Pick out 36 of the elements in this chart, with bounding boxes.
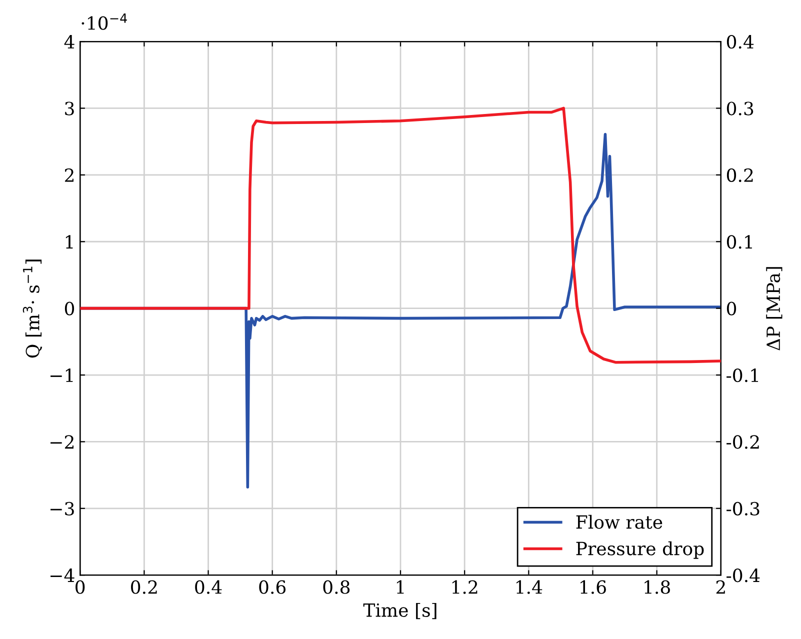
- y2-tick-label: -0.4: [726, 568, 760, 582]
- y2-tick-label: 0.4: [726, 34, 754, 49]
- x-tick-label: 1.6: [580, 580, 606, 594]
- x-tick-label: 0.6: [259, 580, 286, 594]
- x-tick-label: 2: [716, 580, 725, 594]
- y-axis-title: Q [m$^{3}$· s$^{−1}$]: [22, 260, 42, 358]
- y-tick-label: −3: [50, 502, 74, 516]
- x-tick-label: 0.4: [195, 580, 222, 594]
- y2-tick-label: -0.3: [726, 502, 760, 516]
- x-tick-label: 1: [396, 580, 404, 594]
- y-tick-label: 3: [65, 102, 74, 116]
- y-tick-label: 2: [64, 168, 74, 182]
- y2-axis-title: ΔP [MPa]: [766, 267, 782, 350]
- y-tick-label: 1: [66, 235, 73, 248]
- x-tick-label: 1.8: [644, 580, 670, 594]
- y2-tick-label: 0.1: [726, 235, 752, 249]
- y2-tick-label: 0.2: [726, 168, 753, 182]
- x-axis-title: Time [s]: [363, 602, 436, 620]
- x-tick-label: 0: [76, 580, 85, 594]
- y-tick-label: 4: [64, 34, 74, 48]
- x-tick-label: 0.2: [131, 580, 157, 594]
- legend-label: Pressure drop: [576, 541, 704, 559]
- text: ·10$^{−4}$: [82, 14, 127, 30]
- x-tick-label: 0.8: [323, 580, 350, 594]
- y-tick-label: 0: [64, 302, 74, 316]
- y2-tick-label: -0.1: [726, 368, 758, 382]
- y2-tick-label: -0.2: [726, 435, 759, 449]
- y-tick-label: −2: [50, 435, 74, 449]
- line-series: [80, 106, 721, 364]
- y-tick-label: −1: [50, 368, 73, 382]
- y-tick-label: −4: [50, 568, 74, 582]
- x-tick-label: 1.2: [452, 580, 478, 594]
- x-tick-label: 1.4: [516, 580, 542, 594]
- y2-tick-label: 0.3: [726, 102, 754, 116]
- y2-tick-label: 0: [726, 302, 736, 316]
- legend-label: Flow rate: [576, 514, 662, 529]
